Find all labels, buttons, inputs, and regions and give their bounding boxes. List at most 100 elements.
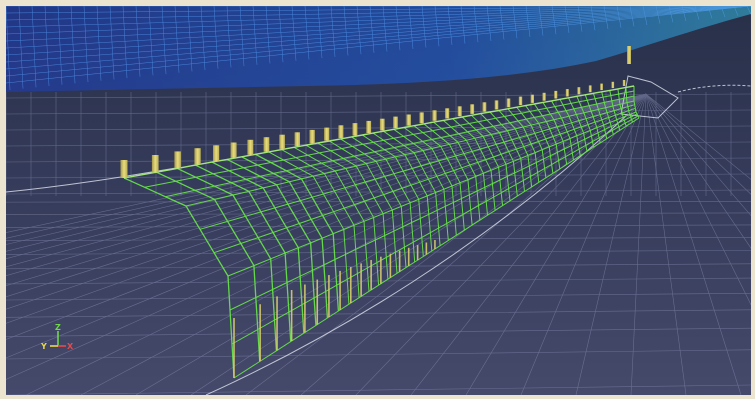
background-grid	[6, 92, 751, 395]
hull-station-line	[576, 96, 595, 148]
grid-line-floor-radial	[645, 93, 742, 395]
hull-waterline	[199, 104, 635, 230]
dense-mesh-line	[304, 6, 310, 60]
grid-line-floor-depth	[6, 224, 751, 228]
dense-mesh-line	[551, 6, 557, 35]
hull-station-line	[584, 94, 601, 144]
dense-mesh-line	[317, 6, 323, 59]
sensor-post	[457, 106, 462, 117]
hull-station-line	[413, 125, 465, 231]
hull-station-line	[471, 114, 511, 201]
hull-station-line	[452, 118, 496, 211]
grid-line-floor-radial	[355, 93, 647, 395]
dense-mesh-line	[252, 6, 258, 65]
sensor-post	[174, 151, 181, 169]
grid-line-floor-radial	[645, 93, 751, 180]
hull-station-line	[633, 86, 640, 119]
dense-mesh-fill	[6, 6, 751, 92]
grid-line-floor-depth	[6, 200, 751, 203]
sensor-post	[379, 118, 385, 131]
dense-mesh-line	[226, 6, 232, 68]
hull-station-line	[177, 167, 278, 351]
grid-line-floor-radial	[6, 93, 647, 324]
hull-station-line	[293, 146, 370, 292]
3d-viewport[interactable]: Z Y X	[6, 6, 751, 395]
hull-station-line	[156, 171, 261, 362]
hull-station-line	[559, 99, 581, 156]
dense-mesh-line	[161, 6, 167, 75]
dense-mesh-line	[330, 6, 336, 57]
grid-line-floor-radial	[190, 93, 647, 395]
grid-line-floor-radial	[645, 93, 751, 306]
dense-mesh-line	[434, 6, 440, 47]
dense-mesh-line	[538, 6, 544, 36]
grid-line-floor-radial	[575, 93, 647, 395]
hull-station-line	[433, 121, 481, 221]
dense-mesh-line	[603, 6, 609, 30]
scene-canvas[interactable]: Z Y X	[6, 6, 751, 395]
hull-station-line	[533, 103, 561, 169]
hull-station-line	[123, 177, 235, 379]
dense-mesh-line	[265, 6, 271, 64]
dense-mesh-line	[200, 6, 206, 71]
sensor-post	[542, 92, 546, 101]
grid-line-horizontal	[6, 125, 751, 131]
hull-waterline	[213, 107, 636, 254]
dense-mesh-line	[512, 6, 518, 39]
dense-mesh-line	[564, 6, 570, 34]
grid-line-floor-radial	[6, 93, 647, 245]
z-axis-label: Z	[55, 323, 61, 332]
hull-station-line	[542, 102, 568, 165]
hull-station-line	[383, 130, 441, 246]
hull-station-line	[329, 140, 398, 274]
grid-line-floor-radial	[80, 93, 647, 395]
sensor-post	[419, 112, 424, 124]
hull-station-line	[568, 97, 588, 152]
orientation-axes: Z Y X	[40, 323, 74, 351]
grid-line-floor-radial	[6, 93, 647, 268]
sensor-post	[494, 100, 499, 110]
hull-station-line	[609, 90, 621, 131]
hull-wireframe	[123, 85, 640, 379]
grid-line-floor-radial	[630, 93, 647, 395]
sensor-post	[600, 83, 603, 91]
sensor-post	[506, 98, 511, 108]
hull-station-line	[601, 91, 614, 135]
sensor-post	[279, 134, 285, 149]
dense-mesh-lines	[6, 6, 751, 91]
grid-line-floor-radial	[465, 93, 647, 395]
hull-station-line	[480, 113, 518, 197]
grid-line-floor-radial	[645, 93, 751, 195]
dense-mesh-line	[6, 6, 751, 42]
grid-line-floor-radial	[6, 93, 647, 286]
hull-station-line	[516, 106, 547, 178]
grid-line-floor-depth	[6, 349, 751, 360]
hull-waterline	[123, 85, 635, 179]
hull-station-line	[305, 144, 380, 286]
sensor-post	[324, 127, 330, 141]
grid-line-floor-radial	[245, 93, 647, 395]
hull-station-line	[211, 161, 305, 334]
hull-waterline	[227, 111, 637, 277]
sensor-post	[577, 87, 581, 95]
hull-waterline	[144, 90, 635, 188]
hull-waterline	[185, 100, 635, 207]
dense-mesh-line	[6, 6, 751, 84]
y-axis-label: Y	[40, 342, 47, 351]
dense-mesh-line	[408, 6, 414, 49]
grid-line-floor-depth	[6, 293, 751, 301]
hull-station-line	[195, 164, 292, 342]
dense-mesh-line	[447, 6, 453, 45]
grid-line-floor-radial	[25, 93, 647, 395]
dense-mesh-line	[6, 6, 751, 28]
hull-station-line	[498, 110, 533, 187]
dense-mesh-line	[395, 6, 401, 51]
dense-top-mesh	[6, 6, 751, 92]
dense-mesh-line	[239, 6, 245, 67]
grid-line-floor-depth	[6, 309, 751, 318]
sensor-post	[530, 94, 534, 103]
grid-line-horizontal	[6, 189, 751, 195]
sensor-post	[482, 102, 487, 112]
hull-station-line	[317, 142, 389, 280]
dense-mesh-line	[6, 6, 751, 21]
